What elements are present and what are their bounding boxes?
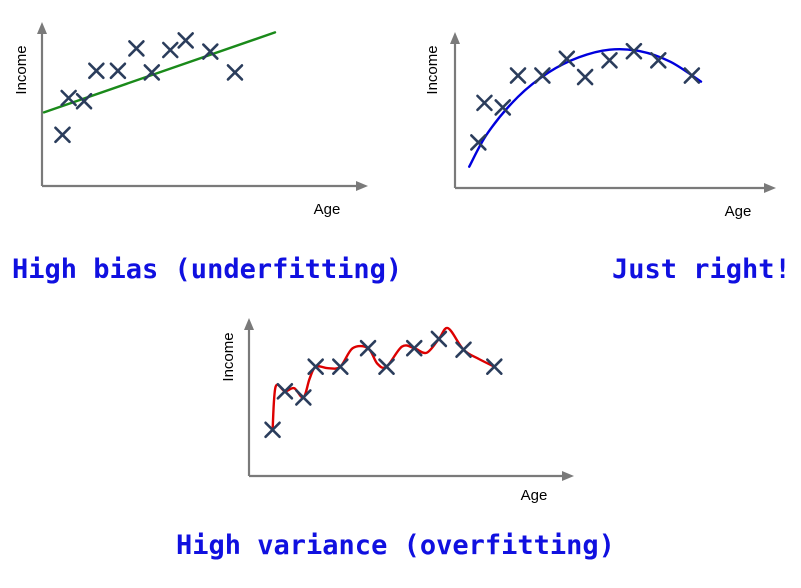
data-point — [60, 89, 77, 107]
underfit-chart: Income Age — [13, 22, 368, 218]
x-axis-arrow — [562, 471, 574, 481]
data-point — [226, 64, 244, 81]
x-axis-label: Age — [314, 201, 341, 218]
y-axis-arrow — [450, 32, 460, 44]
data-point — [109, 62, 127, 80]
data-point — [470, 134, 487, 151]
overfit-caption: High variance (overfitting) — [176, 530, 615, 561]
data-point — [601, 52, 618, 69]
data-point — [359, 339, 377, 357]
data-point — [683, 67, 701, 84]
data-point — [332, 358, 349, 375]
good-fit-chart: Income Age — [424, 32, 776, 220]
data-point — [307, 358, 324, 375]
y-axis-label: Income — [220, 332, 237, 381]
fit-curve — [42, 31, 277, 114]
y-axis-label: Income — [424, 45, 441, 94]
data-point — [558, 50, 576, 68]
good-fit-caption: Just right! — [612, 254, 791, 285]
data-point — [54, 126, 71, 144]
data-point — [276, 383, 294, 400]
data-point — [143, 64, 161, 81]
data-point — [494, 99, 512, 116]
overfit-chart: Income Age — [220, 318, 574, 504]
data-point — [430, 330, 448, 348]
data-point — [650, 52, 667, 69]
data-point — [177, 32, 194, 49]
data-point — [75, 92, 93, 110]
data-point — [295, 389, 312, 406]
underfit-caption: High bias (underfitting) — [12, 254, 403, 285]
y-axis-arrow — [37, 22, 47, 34]
x-axis-label: Age — [725, 203, 752, 220]
data-point — [509, 67, 527, 84]
x-axis-arrow — [356, 181, 368, 191]
x-axis-label: Age — [521, 487, 548, 504]
data-point — [378, 358, 395, 375]
data-point — [576, 68, 594, 86]
data-point — [128, 40, 145, 57]
y-axis-arrow — [244, 318, 254, 330]
data-point — [476, 94, 493, 112]
data-point — [264, 421, 281, 439]
data-point — [88, 62, 105, 80]
data-point — [161, 41, 179, 59]
y-axis-label: Income — [13, 45, 30, 94]
data-point — [455, 341, 472, 359]
data-point — [534, 67, 551, 84]
x-axis-arrow — [764, 183, 776, 193]
data-point — [202, 43, 219, 60]
fit-curve — [271, 326, 496, 431]
data-point — [625, 42, 643, 60]
data-point — [486, 358, 503, 375]
data-point — [405, 339, 423, 357]
